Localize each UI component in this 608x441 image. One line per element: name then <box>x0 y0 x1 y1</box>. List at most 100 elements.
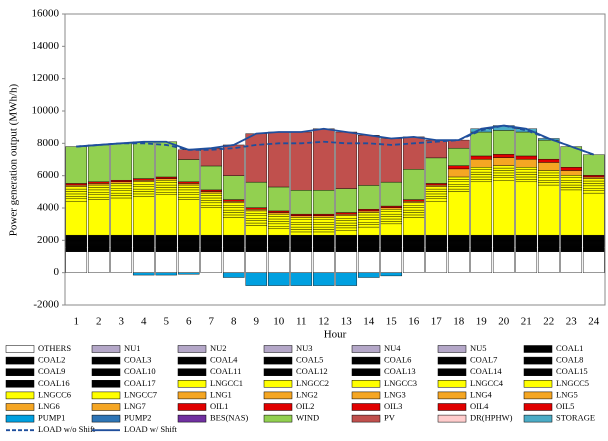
legend-swatch <box>351 345 381 353</box>
bar-segment <box>582 188 605 191</box>
bar-segment <box>515 167 538 170</box>
legend-swatch <box>91 414 121 423</box>
bar-segment <box>447 179 470 183</box>
bar-segment <box>312 219 335 223</box>
bar-segment <box>110 188 133 191</box>
bar-segment <box>492 177 515 181</box>
x-tick-label: 22 <box>543 316 554 328</box>
bar-segment <box>290 226 313 230</box>
bar-segment <box>560 189 583 236</box>
bar-segment <box>267 272 290 286</box>
bar-segment <box>582 185 605 189</box>
bar-segment <box>357 212 380 216</box>
bar-segment <box>110 251 133 273</box>
bar-segment <box>425 157 448 184</box>
legend-label: OTHERS <box>38 343 71 353</box>
x-tick-label: 5 <box>164 316 170 328</box>
bar-segment <box>65 186 88 190</box>
bar-segment <box>290 215 313 218</box>
bar-segment <box>492 157 515 166</box>
bar-segment <box>177 183 200 186</box>
legend-swatch <box>437 391 467 400</box>
bar-segment <box>132 191 155 195</box>
bar-segment <box>222 214 245 218</box>
legend-swatch <box>177 403 207 411</box>
bar-segment <box>155 187 178 191</box>
bar-segment <box>110 185 133 189</box>
legend-swatch <box>263 380 293 388</box>
bar-segment <box>245 181 268 208</box>
legend-swatch <box>91 391 121 400</box>
bar-segment <box>155 179 178 183</box>
bar-segment <box>267 210 290 213</box>
bar-segment <box>132 184 155 187</box>
legend-swatch <box>263 345 293 353</box>
bar-segment <box>87 183 110 186</box>
bar-segment <box>65 184 88 187</box>
legend-label: COAL13 <box>384 366 416 376</box>
legend-label: COAL2 <box>38 355 65 365</box>
legend-swatch <box>523 403 553 411</box>
bar-segment <box>110 183 133 187</box>
bar-segment <box>155 189 178 193</box>
bar-segment <box>402 202 425 206</box>
bar-segment <box>470 169 493 173</box>
bar-segment <box>515 174 538 178</box>
y-tick-label: 4000 <box>37 202 60 214</box>
bar-segment <box>312 251 335 273</box>
bar-segment <box>245 215 268 219</box>
bar-segment <box>290 272 313 286</box>
bar-segment <box>290 219 313 223</box>
legend-label: NU1 <box>124 343 141 353</box>
legend-swatch <box>5 345 35 353</box>
bar-segment <box>470 251 493 273</box>
bar-segment <box>447 181 470 185</box>
bar-segment <box>177 181 200 184</box>
bar-segment <box>537 251 560 273</box>
bar-segment <box>335 188 358 213</box>
bar-segment <box>200 189 223 192</box>
bar-segment <box>65 193 88 197</box>
bar-segment <box>65 196 88 199</box>
bar-segment <box>200 165 223 191</box>
bar-segment <box>177 251 200 273</box>
bar-segment <box>87 189 110 193</box>
bar-segment <box>222 217 245 236</box>
bar-segment <box>380 211 403 215</box>
bar-segment <box>380 216 403 220</box>
bar-segment <box>357 214 380 218</box>
legend-label: LNG4 <box>470 389 492 399</box>
bar-segment <box>537 158 560 163</box>
bar-segment <box>357 226 380 236</box>
legend-swatch <box>437 356 467 365</box>
legend-swatch <box>91 380 121 388</box>
legend-label: STORAGE <box>556 413 595 423</box>
legend-swatch <box>91 345 121 353</box>
bar-segment <box>335 230 358 236</box>
bar-segment <box>447 184 470 187</box>
legend-label: COAL3 <box>124 355 151 365</box>
bar-segment <box>177 159 200 183</box>
bar-segment <box>132 179 155 183</box>
bar-segment <box>200 205 223 208</box>
bar-segment <box>560 184 583 188</box>
bar-segment <box>447 251 470 273</box>
bar-segment <box>425 201 448 236</box>
bar-segment <box>402 209 425 213</box>
bar-segment <box>267 251 290 273</box>
bar-segment <box>492 172 515 176</box>
bar-segment <box>65 251 88 273</box>
bar-segment <box>380 205 403 208</box>
bar-segment <box>200 197 223 201</box>
bar-segment <box>87 192 110 195</box>
x-tick-label: 16 <box>408 316 420 328</box>
legend-swatch <box>351 414 381 423</box>
bar-segment <box>470 171 493 175</box>
bar-segment <box>312 222 335 225</box>
legend-label: BES(NAS) <box>210 413 248 423</box>
legend-label: LNG6 <box>38 401 60 411</box>
bar-segment <box>132 141 155 179</box>
bar-segment <box>492 175 515 178</box>
bar-segment <box>222 175 245 200</box>
bar-segment <box>402 217 425 236</box>
